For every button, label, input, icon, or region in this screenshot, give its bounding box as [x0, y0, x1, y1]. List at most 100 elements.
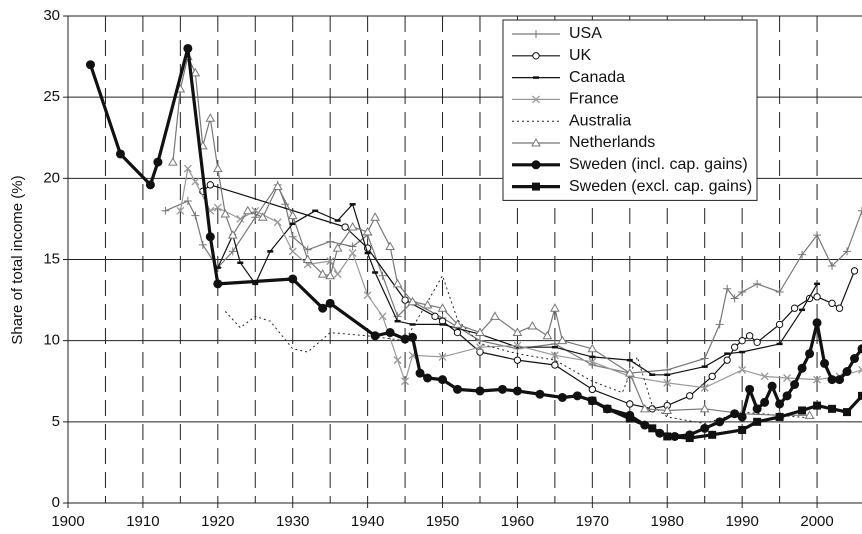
marker: [363, 291, 372, 300]
marker: [745, 384, 755, 394]
marker: [790, 379, 800, 389]
marker: [858, 206, 862, 215]
marker: [213, 203, 222, 212]
marker: [212, 163, 223, 173]
marker: [738, 425, 747, 434]
series-line: [179, 168, 862, 389]
marker: [303, 245, 312, 254]
marker: [385, 328, 395, 338]
marker: [798, 406, 807, 415]
marker: [370, 331, 380, 341]
marker: [648, 424, 657, 433]
legend-label: Netherlands: [569, 134, 655, 151]
marker: [348, 242, 357, 251]
marker: [663, 378, 672, 387]
legend-marker: [532, 52, 540, 60]
marker: [408, 332, 418, 342]
marker: [453, 328, 462, 337]
marker: [438, 352, 447, 361]
marker: [827, 375, 837, 385]
marker: [452, 319, 463, 328]
legend-marker: [531, 137, 541, 147]
marker: [813, 293, 821, 301]
marker: [542, 330, 553, 340]
marker: [797, 363, 807, 373]
marker: [341, 223, 349, 231]
x-tick-label: 1920: [201, 513, 234, 530]
marker: [497, 384, 507, 394]
marker: [347, 222, 358, 231]
marker: [857, 344, 862, 354]
marker: [228, 247, 237, 256]
marker: [588, 357, 597, 366]
marker: [813, 375, 822, 384]
marker: [723, 284, 732, 293]
marker: [790, 304, 799, 312]
marker: [850, 267, 859, 275]
marker: [700, 423, 710, 433]
marker: [730, 343, 739, 351]
marker: [835, 304, 844, 312]
marker: [639, 403, 650, 413]
marker: [588, 396, 597, 405]
marker: [550, 303, 560, 312]
marker: [715, 417, 725, 427]
marker: [782, 391, 792, 401]
marker: [453, 384, 463, 394]
marker: [663, 365, 672, 374]
marker: [326, 257, 335, 266]
marker: [798, 250, 807, 259]
marker: [737, 412, 747, 422]
marker: [236, 214, 245, 223]
x-tick-label: 1960: [501, 513, 534, 530]
marker: [400, 334, 410, 344]
marker: [332, 243, 343, 252]
legend-marker: [532, 182, 540, 191]
marker: [115, 149, 125, 159]
marker: [348, 249, 357, 257]
marker: [587, 343, 598, 353]
y-tick-label: 15: [43, 250, 60, 267]
marker: [325, 298, 335, 308]
x-tick-label: 1930: [276, 513, 309, 530]
marker: [415, 368, 425, 378]
marker: [588, 385, 597, 394]
marker: [422, 299, 433, 309]
legend-marker: [531, 160, 541, 170]
marker: [805, 349, 815, 359]
marker: [205, 113, 216, 122]
marker: [161, 206, 170, 215]
marker: [804, 410, 815, 419]
marker: [362, 226, 373, 236]
marker: [190, 67, 201, 77]
marker: [183, 43, 193, 53]
marker: [370, 212, 380, 221]
marker: [753, 417, 762, 426]
marker: [662, 405, 673, 414]
marker: [476, 343, 484, 352]
marker: [205, 232, 215, 242]
marker: [527, 321, 538, 330]
marker: [760, 397, 770, 407]
x-tick-label: 1900: [51, 513, 84, 530]
marker: [551, 361, 559, 369]
marker: [775, 399, 785, 409]
legend-label: USA: [569, 25, 602, 42]
marker: [242, 205, 253, 215]
marker: [423, 373, 433, 383]
marker: [699, 403, 710, 413]
marker: [317, 269, 328, 278]
marker: [813, 231, 822, 240]
marker: [738, 287, 747, 296]
marker: [272, 181, 283, 190]
marker: [738, 365, 747, 374]
marker: [535, 389, 545, 399]
marker: [288, 247, 297, 256]
marker: [385, 241, 395, 251]
x-tick-label: 1910: [126, 513, 159, 530]
marker: [715, 320, 724, 329]
marker: [287, 210, 298, 220]
marker: [206, 181, 215, 189]
legend-box: [502, 19, 758, 201]
marker: [738, 336, 746, 345]
